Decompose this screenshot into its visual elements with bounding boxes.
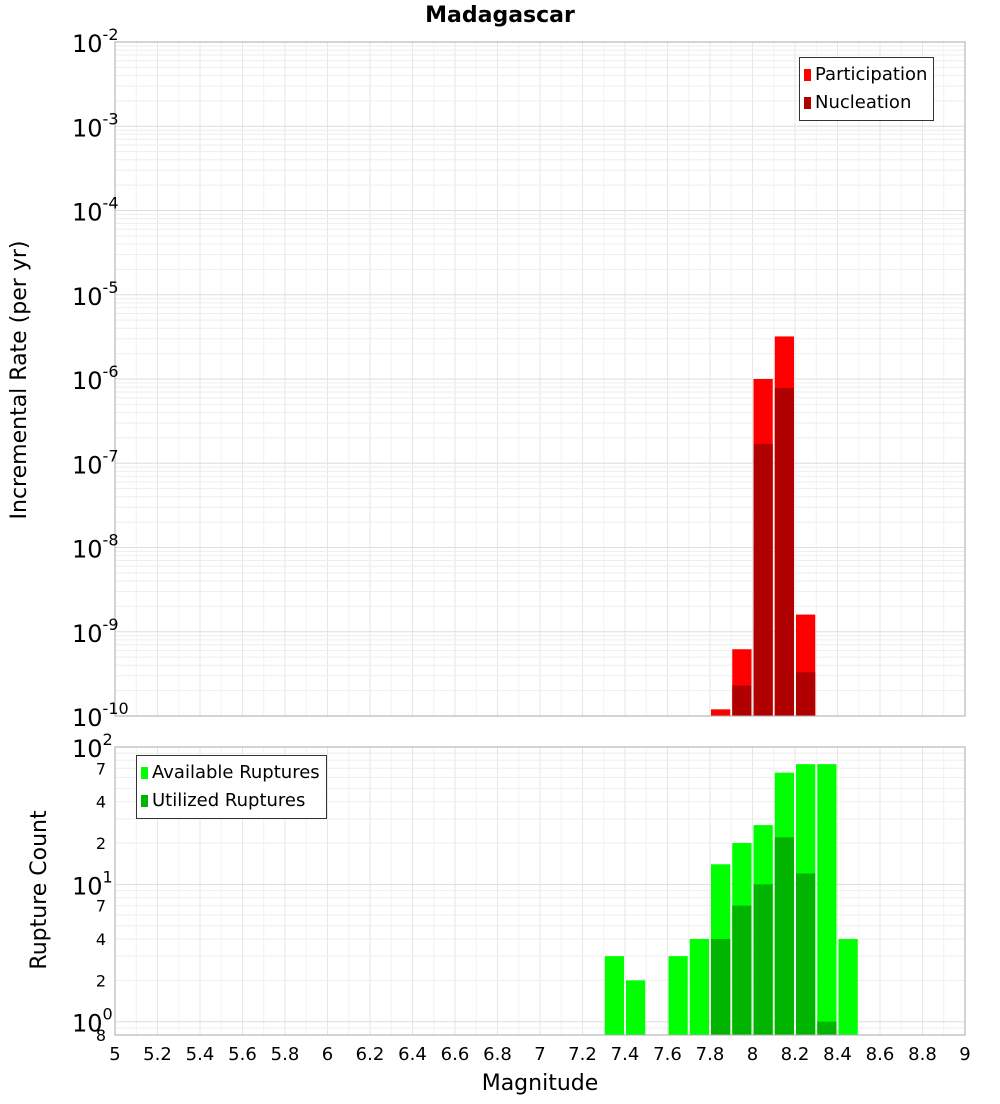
x-tick-label: 7.4	[611, 1044, 640, 1065]
legend-label-participation: Participation	[815, 64, 928, 85]
count-bar-available-ruptures	[626, 980, 646, 1035]
y-tick-label-rate: 10-8	[72, 531, 119, 564]
x-tick-label: 7.8	[696, 1044, 725, 1065]
count-bar-utilized-ruptures	[753, 884, 773, 1035]
x-tick-label: 6.8	[483, 1044, 512, 1065]
x-tick-label: 7.6	[653, 1044, 682, 1065]
y-minor-tick-label-count: 7	[96, 759, 106, 778]
y-axis-label-count: Rupture Count	[27, 810, 52, 970]
count-bar-utilized-ruptures	[796, 873, 816, 1035]
y-tick-label-rate: 10-4	[72, 194, 119, 227]
count-bar-available-ruptures	[838, 939, 858, 1035]
legend-label-utilized: Utilized Ruptures	[152, 790, 306, 811]
x-tick-label: 8	[747, 1044, 758, 1065]
y-tick-label-count: 101	[72, 867, 113, 900]
x-tick-label: 5.6	[228, 1044, 257, 1065]
x-tick-label: 5.2	[143, 1044, 172, 1065]
legend-entry-nucleation: Nucleation	[804, 89, 927, 117]
legend-label-nucleation: Nucleation	[815, 92, 912, 113]
x-tick-label: 6	[322, 1044, 333, 1065]
y-minor-tick-label-count: 2	[96, 971, 106, 990]
count-bar-utilized-ruptures	[817, 1021, 837, 1035]
x-tick-label: 8.6	[866, 1044, 895, 1065]
count-bar-available-ruptures	[668, 956, 688, 1035]
count-bar-utilized-ruptures	[732, 905, 752, 1035]
y-tick-label-count: 100	[72, 1005, 113, 1038]
x-tick-label: 8.4	[823, 1044, 852, 1065]
rate-bar-nucleation	[732, 685, 752, 716]
x-tick-label: 6.4	[398, 1044, 427, 1065]
legend-label-available: Available Ruptures	[152, 762, 320, 783]
legend-swatch-participation	[804, 69, 811, 81]
x-tick-label: 8.2	[781, 1044, 810, 1065]
legend-entry-utilized: Utilized Ruptures	[141, 787, 320, 815]
rate-bar-participation	[711, 709, 731, 716]
count-bar-available-ruptures	[817, 764, 837, 1035]
x-axis-label: Magnitude	[482, 1071, 599, 1096]
legend-swatch-utilized	[141, 795, 148, 807]
x-tick-label: 8.8	[908, 1044, 937, 1065]
x-tick-label: 7.2	[568, 1044, 597, 1065]
y-minor-tick-label-count: 7	[96, 897, 106, 916]
y-tick-label-count: 102	[72, 730, 113, 763]
count-bar-available-ruptures	[689, 939, 709, 1035]
y-tick-label-rate: 10-3	[72, 109, 119, 142]
y-tick-label-rate: 10-5	[72, 278, 119, 311]
x-tick-label: 6.6	[441, 1044, 470, 1065]
y-minor-tick-label-count: 2	[96, 834, 106, 853]
rate-bar-nucleation	[796, 672, 816, 716]
rate-bar-nucleation	[774, 388, 794, 716]
x-tick-label: 6.2	[356, 1044, 385, 1065]
y-minor-tick-label-count: 8	[96, 1026, 106, 1045]
y-tick-label-rate: 10-7	[72, 446, 119, 479]
count-bar-utilized-ruptures	[774, 837, 794, 1035]
y-minor-tick-label-count: 4	[96, 930, 106, 949]
y-tick-label-rate: 10-9	[72, 615, 119, 648]
y-tick-label-rate: 10-10	[72, 699, 129, 732]
x-tick-label: 5	[109, 1044, 120, 1065]
legend-swatch-nucleation	[804, 97, 811, 109]
legend-count: Available Ruptures Utilized Ruptures	[136, 755, 327, 819]
y-axis-label-rate: Incremental Rate (per yr)	[7, 241, 32, 520]
count-bar-available-ruptures	[604, 956, 624, 1035]
x-tick-label: 5.4	[186, 1044, 215, 1065]
legend-swatch-available	[141, 767, 148, 779]
y-tick-label-rate: 10-6	[72, 362, 119, 395]
x-tick-label: 9	[959, 1044, 970, 1065]
y-tick-label-rate: 10-2	[72, 25, 119, 58]
chart-title: Madagascar	[425, 3, 575, 28]
y-minor-tick-label-count: 4	[96, 793, 106, 812]
plot-frame-count	[114, 746, 966, 1036]
count-bar-utilized-ruptures	[711, 939, 731, 1035]
x-tick-label: 7	[534, 1044, 545, 1065]
legend-rate: Participation Nucleation	[799, 57, 935, 121]
rate-bar-nucleation	[753, 443, 773, 716]
plot-frame-rate	[114, 41, 966, 717]
x-tick-label: 5.8	[271, 1044, 300, 1065]
legend-entry-participation: Participation	[804, 61, 927, 89]
legend-entry-available: Available Ruptures	[141, 759, 320, 787]
